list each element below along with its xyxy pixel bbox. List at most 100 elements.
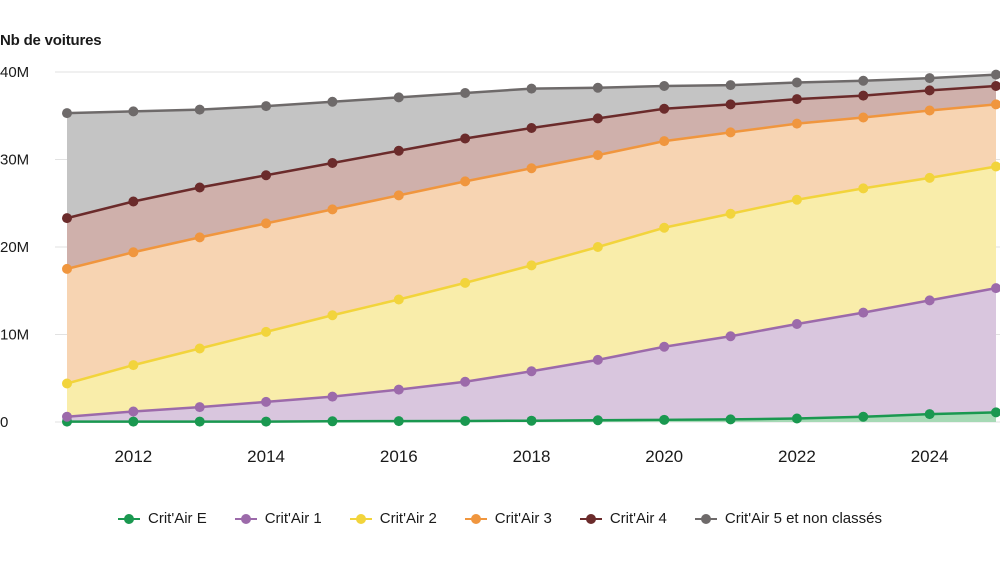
data-point-4-2016[interactable] [393, 145, 404, 156]
data-point-0-2018[interactable] [526, 415, 537, 426]
data-point-0-2024[interactable] [924, 409, 935, 420]
legend-item-3[interactable]: Crit'Air 3 [464, 510, 552, 527]
data-point-2-2025[interactable] [991, 161, 1000, 172]
data-point-0-2022[interactable] [791, 413, 802, 424]
data-points [62, 69, 1000, 427]
data-point-2-2021[interactable] [725, 208, 736, 219]
data-point-1-2017[interactable] [460, 376, 471, 387]
data-point-0-2023[interactable] [858, 411, 869, 422]
data-point-4-2020[interactable] [659, 103, 670, 114]
data-point-4-2025[interactable] [991, 81, 1000, 91]
data-point-3-2012[interactable] [128, 247, 139, 258]
data-point-2-2015[interactable] [327, 310, 338, 321]
data-point-0-2013[interactable] [194, 416, 205, 427]
data-point-0-2015[interactable] [327, 416, 338, 427]
data-point-2-2023[interactable] [858, 183, 869, 194]
data-point-0-2016[interactable] [393, 416, 404, 427]
data-point-5-2016[interactable] [393, 92, 404, 103]
data-point-0-2020[interactable] [659, 414, 670, 425]
data-point-1-2018[interactable] [526, 366, 537, 377]
x-tick-label-2024: 2024 [911, 447, 949, 466]
data-point-5-2015[interactable] [327, 96, 338, 107]
data-point-3-2025[interactable] [991, 99, 1000, 110]
data-point-2-2017[interactable] [460, 277, 471, 288]
data-point-1-2014[interactable] [261, 396, 272, 407]
data-point-5-2011[interactable] [62, 108, 72, 119]
legend-label: Crit'Air 5 et non classés [724, 510, 882, 527]
data-point-3-2018[interactable] [526, 163, 537, 174]
data-point-2-2014[interactable] [261, 326, 272, 337]
data-point-4-2018[interactable] [526, 123, 537, 133]
data-point-0-2019[interactable] [592, 415, 603, 426]
data-point-3-2015[interactable] [327, 204, 338, 215]
data-point-1-2022[interactable] [791, 319, 802, 329]
data-point-3-2019[interactable] [592, 150, 603, 161]
data-point-2-2018[interactable] [526, 260, 537, 271]
data-point-3-2020[interactable] [659, 136, 670, 147]
data-point-1-2013[interactable] [194, 402, 205, 413]
data-point-3-2024[interactable] [924, 105, 935, 116]
data-point-2-2011[interactable] [62, 378, 72, 389]
data-point-1-2023[interactable] [858, 307, 869, 318]
data-point-4-2023[interactable] [858, 90, 869, 101]
data-point-3-2022[interactable] [791, 118, 802, 129]
data-point-2-2022[interactable] [791, 194, 802, 205]
data-point-1-2025[interactable] [991, 283, 1000, 294]
data-point-4-2011[interactable] [62, 213, 72, 224]
data-point-2-2019[interactable] [592, 242, 603, 252]
data-point-2-2020[interactable] [659, 222, 670, 233]
data-point-5-2025[interactable] [991, 69, 1000, 80]
data-point-3-2016[interactable] [393, 190, 404, 201]
data-point-3-2017[interactable] [460, 176, 471, 187]
data-point-4-2024[interactable] [924, 85, 935, 96]
data-point-1-2011[interactable] [62, 411, 72, 422]
legend-item-0[interactable]: Crit'Air E [118, 510, 207, 527]
data-point-2-2012[interactable] [128, 360, 139, 371]
data-point-5-2021[interactable] [725, 80, 736, 91]
legend-item-5[interactable]: Crit'Air 5 et non classés [694, 510, 882, 527]
data-point-5-2023[interactable] [858, 75, 869, 86]
data-point-1-2021[interactable] [725, 331, 736, 342]
data-point-3-2013[interactable] [194, 232, 205, 243]
data-point-0-2014[interactable] [261, 416, 272, 427]
legend: Crit'Air E Crit'Air 1 Crit'Air 2 Crit'Air 3… [0, 510, 1000, 527]
legend-item-4[interactable]: Crit'Air 4 [579, 510, 667, 527]
data-point-5-2017[interactable] [460, 88, 471, 98]
data-point-5-2014[interactable] [261, 101, 272, 112]
data-point-1-2024[interactable] [924, 295, 935, 306]
data-point-2-2024[interactable] [924, 172, 935, 183]
data-point-4-2022[interactable] [791, 94, 802, 105]
data-point-4-2021[interactable] [725, 99, 736, 110]
data-point-2-2013[interactable] [194, 343, 205, 354]
data-point-1-2020[interactable] [659, 341, 670, 352]
data-point-0-2017[interactable] [460, 415, 471, 426]
legend-item-2[interactable]: Crit'Air 2 [349, 510, 437, 527]
data-point-3-2023[interactable] [858, 112, 869, 123]
data-point-1-2019[interactable] [592, 354, 603, 365]
data-point-5-2013[interactable] [194, 104, 205, 115]
data-point-4-2013[interactable] [194, 182, 205, 193]
legend-item-1[interactable]: Crit'Air 1 [234, 510, 322, 527]
data-point-3-2014[interactable] [261, 218, 272, 229]
data-point-4-2014[interactable] [261, 170, 272, 181]
area-5 [67, 74, 996, 219]
data-point-5-2022[interactable] [791, 77, 802, 88]
data-point-0-2021[interactable] [725, 414, 736, 425]
data-point-0-2012[interactable] [128, 416, 139, 427]
data-point-4-2019[interactable] [592, 113, 603, 124]
data-point-4-2015[interactable] [327, 158, 338, 168]
data-point-5-2024[interactable] [924, 73, 935, 84]
data-point-1-2016[interactable] [393, 384, 404, 395]
data-point-1-2012[interactable] [128, 406, 139, 417]
data-point-4-2017[interactable] [460, 133, 471, 144]
data-point-5-2012[interactable] [128, 106, 139, 117]
data-point-4-2012[interactable] [128, 196, 139, 207]
data-point-3-2011[interactable] [62, 263, 72, 274]
data-point-5-2019[interactable] [592, 82, 603, 93]
data-point-3-2021[interactable] [725, 127, 736, 138]
data-point-5-2018[interactable] [526, 83, 537, 94]
data-point-2-2016[interactable] [393, 294, 404, 305]
data-point-1-2015[interactable] [327, 391, 338, 402]
data-point-5-2020[interactable] [659, 81, 670, 91]
data-point-0-2025[interactable] [991, 407, 1000, 418]
